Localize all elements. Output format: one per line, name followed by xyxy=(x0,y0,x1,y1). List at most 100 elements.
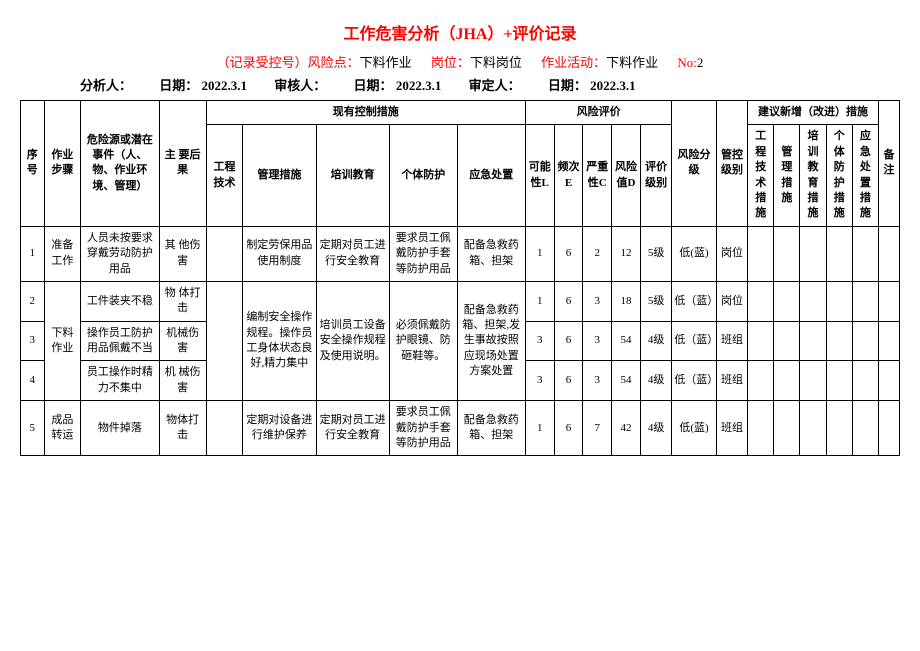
cell-sug-emerg xyxy=(852,281,878,321)
h-D: 风险值D xyxy=(612,125,641,226)
cell-hazard: 物件掉落 xyxy=(81,401,159,456)
h-sug-ppe: 个体防护措施 xyxy=(826,125,852,226)
cell-L: 1 xyxy=(525,401,554,456)
cell-sug-emerg xyxy=(852,401,878,456)
cell-sug-train xyxy=(800,226,826,281)
cell-sug-ppe xyxy=(826,401,852,456)
h-control-level: 管控级别 xyxy=(716,101,747,227)
h-train: 培训教育 xyxy=(316,125,389,226)
cell-emerg: 配备急救药箱、担架 xyxy=(457,226,525,281)
cell-sug-train xyxy=(800,321,826,361)
h-seq: 序号 xyxy=(21,101,45,227)
h-mgmt: 管理措施 xyxy=(243,125,316,226)
cell-seq: 5 xyxy=(21,401,45,456)
cell-ctrl: 岗位 xyxy=(716,281,747,321)
cell-ctrl: 班组 xyxy=(716,321,747,361)
cell-note xyxy=(878,361,899,401)
cell-sug-emerg xyxy=(852,321,878,361)
cell-note xyxy=(878,226,899,281)
date2: 2022.3.1 xyxy=(396,78,442,93)
cell-train: 定期对员工进行安全教育 xyxy=(316,226,389,281)
cell-train: 定期对员工进行安全教育 xyxy=(316,401,389,456)
cell-C: 3 xyxy=(583,361,612,401)
cell-cons: 机械伤害 xyxy=(159,321,206,361)
cell-cons: 机 械伤害 xyxy=(159,361,206,401)
cell-sug-mgmt xyxy=(774,281,800,321)
h-hazard: 危险源或潜在事件（人、物、作业环境、管理） xyxy=(81,101,159,227)
subtitle-row: （记录受控号）风险点：下料作业 岗位：下料岗位 作业活动：下料作业 No:2 xyxy=(20,52,900,71)
cell-sug-ppe xyxy=(826,281,852,321)
h-risk-eval: 风险评价 xyxy=(525,101,671,125)
cell-ppe: 要求员工佩戴防护手套等防护用品 xyxy=(389,401,457,456)
cell-mgmt: 定期对设备进行维护保养 xyxy=(243,401,316,456)
cell-D: 18 xyxy=(612,281,641,321)
cell-risk: 低(蓝) xyxy=(672,401,716,456)
activity-label: 作业活动： xyxy=(541,55,606,70)
cell-C: 3 xyxy=(583,281,612,321)
cell-C: 7 xyxy=(583,401,612,456)
cell-E: 6 xyxy=(554,226,583,281)
cell-D: 54 xyxy=(612,361,641,401)
date2-label: 日期： xyxy=(354,78,393,93)
cell-emerg: 配备急救药箱、担架 xyxy=(457,401,525,456)
cell-step: 准备工作 xyxy=(44,226,81,281)
post-value: 下料岗位 xyxy=(470,55,522,70)
cell-risk: 低（蓝） xyxy=(672,361,716,401)
cell-cons: 物 体打击 xyxy=(159,281,206,321)
cell-sug-emerg xyxy=(852,361,878,401)
cell-sug-eng xyxy=(748,281,774,321)
cell-sug-eng xyxy=(748,401,774,456)
cell-hazard: 员工操作时精力不集中 xyxy=(81,361,159,401)
no-value: 2 xyxy=(697,55,704,70)
cell-risk: 低（蓝） xyxy=(672,281,716,321)
cell-note xyxy=(878,401,899,456)
cell-L: 1 xyxy=(525,226,554,281)
h-suggestions: 建议新增（改进）措施 xyxy=(748,101,879,125)
cell-hazard: 人员未按要求穿戴劳动防护用品 xyxy=(81,226,159,281)
info-row: 分析人： 日期： 2022.3.1 审核人： 日期： 2022.3.1 审定人：… xyxy=(20,75,900,94)
cell-sug-eng xyxy=(748,361,774,401)
h-risk-level: 风险分级 xyxy=(672,101,716,227)
cell-note xyxy=(878,281,899,321)
h-consequence: 主 要后果 xyxy=(159,101,206,227)
h-eval-level: 评价级别 xyxy=(640,125,671,226)
cell-sug-eng xyxy=(748,321,774,361)
h-existing-controls: 现有控制措施 xyxy=(206,101,525,125)
date3: 2022.3.1 xyxy=(590,78,636,93)
cell-seq: 4 xyxy=(21,361,45,401)
cell-sug-train xyxy=(800,281,826,321)
date1-label: 日期： xyxy=(159,78,198,93)
cell-step: 成品转运 xyxy=(44,401,81,456)
cell-C: 2 xyxy=(583,226,612,281)
cell-C: 3 xyxy=(583,321,612,361)
cell-eng xyxy=(206,281,243,400)
cell-D: 12 xyxy=(612,226,641,281)
cell-eval: 4级 xyxy=(640,321,671,361)
h-eng: 工程技术 xyxy=(206,125,243,226)
cell-seq: 3 xyxy=(21,321,45,361)
cell-E: 6 xyxy=(554,281,583,321)
cell-eng xyxy=(206,226,243,281)
approver-label: 审定人： xyxy=(469,78,521,93)
cell-sug-mgmt xyxy=(774,361,800,401)
h-ppe: 个体防护 xyxy=(389,125,457,226)
cell-L: 1 xyxy=(525,281,554,321)
cell-eval: 4级 xyxy=(640,361,671,401)
table-row: 5 成品转运 物件掉落 物体打击 定期对设备进行维护保养 定期对员工进行安全教育… xyxy=(21,401,900,456)
cell-D: 42 xyxy=(612,401,641,456)
cell-E: 6 xyxy=(554,401,583,456)
reviewer-label: 审核人： xyxy=(274,78,326,93)
cell-sug-mgmt xyxy=(774,226,800,281)
cell-eng xyxy=(206,401,243,456)
cell-cons: 其 他伤害 xyxy=(159,226,206,281)
table-row: 1 准备工作 人员未按要求穿戴劳动防护用品 其 他伤害 制定劳保用品使用制度 定… xyxy=(21,226,900,281)
cell-seq: 1 xyxy=(21,226,45,281)
cell-train: 培训员工设备安全操作规程及使用说明。 xyxy=(316,281,389,400)
cell-L: 3 xyxy=(525,361,554,401)
h-C: 严重性C xyxy=(583,125,612,226)
cell-mgmt: 编制安全操作规程。操作员工身体状态良好,精力集中 xyxy=(243,281,316,400)
cell-ctrl: 班组 xyxy=(716,361,747,401)
activity-value: 下料作业 xyxy=(606,55,658,70)
post-label: 岗位： xyxy=(431,55,470,70)
h-note: 备注 xyxy=(878,101,899,227)
